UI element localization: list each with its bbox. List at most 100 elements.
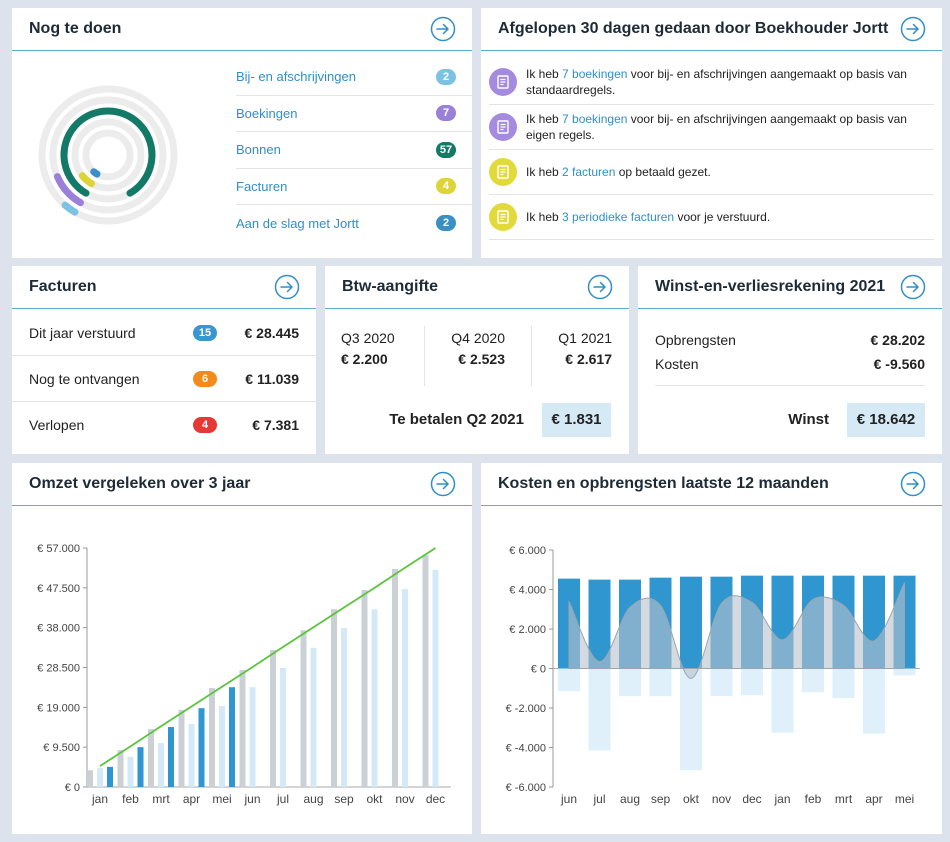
bar [209,688,215,787]
bar [188,724,195,787]
vat-amount: € 2.617 [565,351,612,367]
activity-link[interactable]: 2 facturen [562,165,616,179]
y-tick-label: € 4.000 [509,585,546,597]
bar [310,647,317,787]
bar [148,729,154,787]
arrow-circle [430,16,456,42]
pnl-amount: € -9.560 [873,356,925,372]
activity-text: Ik heb 3 periodieke facturen voor je ver… [526,209,770,225]
panel: Afgelopen 30 dagen gedaan door Boekhoude… [481,8,942,258]
todo-count: 2 [436,68,456,85]
arrow-icon [906,478,920,490]
x-tick-label: apr [865,792,882,806]
activity-link[interactable]: 7 boekingen [562,67,628,81]
bar [341,628,347,787]
y-tick-label: € -2.000 [506,703,546,715]
arrow-button[interactable] [900,16,926,42]
panel-header: Btw-aangifte [325,266,629,309]
bar [127,756,134,787]
pnl-result-label: Winst [788,411,829,428]
todo-count: 57 [436,141,456,158]
bar [422,555,429,787]
invoice-list: Dit jaar verstuurd 15 € 28.445 Nog te ontva… [12,310,316,448]
bar [558,668,580,692]
bar [158,742,164,787]
todo-count: 4 [436,178,456,195]
x-tick-label: apr [183,792,200,806]
bar [87,770,93,787]
x-tick-label: mei [212,792,231,806]
todo-count: 2 [436,215,456,232]
bar [741,668,763,696]
arrow-icon [593,281,607,293]
y-tick-label: € 19.000 [37,702,80,714]
panel: Nog te doen Bij- en afschrijvingen 2 Boekin… [12,8,472,258]
arrow-button[interactable] [274,274,300,300]
bar [710,668,733,697]
bar [239,670,246,787]
bar [117,750,124,787]
todo-row[interactable]: Facturen 4 [236,169,472,205]
panel: Facturen Dit jaar verstuurd 15 € 28.445 Nog … [12,266,316,454]
arrow-button[interactable] [430,471,456,497]
icon-lines [500,213,506,221]
y-tick-label: € 0 [65,782,80,794]
arrow-circle [274,274,300,300]
icon-doc [497,165,509,179]
x-tick-label: dec [426,792,445,806]
todo-row[interactable]: Bonnen 57 [236,132,472,169]
bar [771,668,794,733]
activity-link[interactable]: 3 periodieke facturen [562,210,675,224]
activity-before: Ik heb [526,210,563,224]
bar [619,668,641,697]
progress-rings [38,85,178,225]
x-tick-label: mrt [152,792,170,806]
todo-row[interactable]: Bij- en afschrijvingen 2 [236,59,472,96]
invoice-label: Nog te ontvangen [29,370,140,387]
arrow-button[interactable] [430,16,456,42]
pnl-amount: € 28.202 [870,332,926,348]
invoice-amount: € 11.039 [245,370,299,387]
pnl-label: Opbrengsten [655,332,736,348]
arrow-button[interactable] [900,471,926,497]
vat-quarter: Q4 2020 [451,330,505,346]
bar [178,709,185,787]
bar [331,609,337,787]
arrow-button[interactable] [587,274,613,300]
activity-link[interactable]: 7 boekingen [562,112,628,126]
arrow-icon [280,281,294,293]
divider [531,326,532,386]
ring-track [82,129,134,181]
ring-track [38,85,178,225]
todo-row[interactable]: Aan de slag met Jortt 2 [236,205,472,242]
x-tick-label: jun [243,792,260,806]
bar [432,569,439,787]
y-tick-label: € 0 [531,664,546,676]
activity-row: Ik heb 2 facturen op betaald gezet. [489,150,934,195]
bar [137,747,144,787]
bar [168,727,174,787]
icon-lines [500,78,506,86]
activity-icon [489,203,517,231]
arrow-icon [906,23,920,35]
bar [280,667,286,787]
x-tick-label: aug [303,792,323,806]
y-tick-label: € -4.000 [506,743,546,755]
bar [97,768,103,787]
invoice-label: Dit jaar verstuurd [29,324,136,341]
arrow-button[interactable] [900,274,926,300]
bar [270,649,276,787]
bar [832,668,855,699]
activity-row: Ik heb 3 periodieke facturen voor je ver… [489,195,934,240]
activity-after: voor bij- en afschrijvingen aangemaakt o… [526,112,907,142]
panel: Btw-aangifte Q3 2020 € 2.200 Q4 2020 € 2.523… [325,266,629,454]
todo-count: 7 [436,105,456,122]
y-tick-label: € -6.000 [506,782,546,794]
arrow-circle [587,274,613,300]
todo-row[interactable]: Boekingen 7 [236,96,472,132]
ring-arc [53,173,84,207]
profit-area [568,582,905,679]
todo-label: Bij- en afschrijvingen [236,69,356,85]
todo-list: Bij- en afschrijvingen 2 Boekingen 7 Bonnen 5… [236,59,472,242]
arrow-circle [900,471,926,497]
